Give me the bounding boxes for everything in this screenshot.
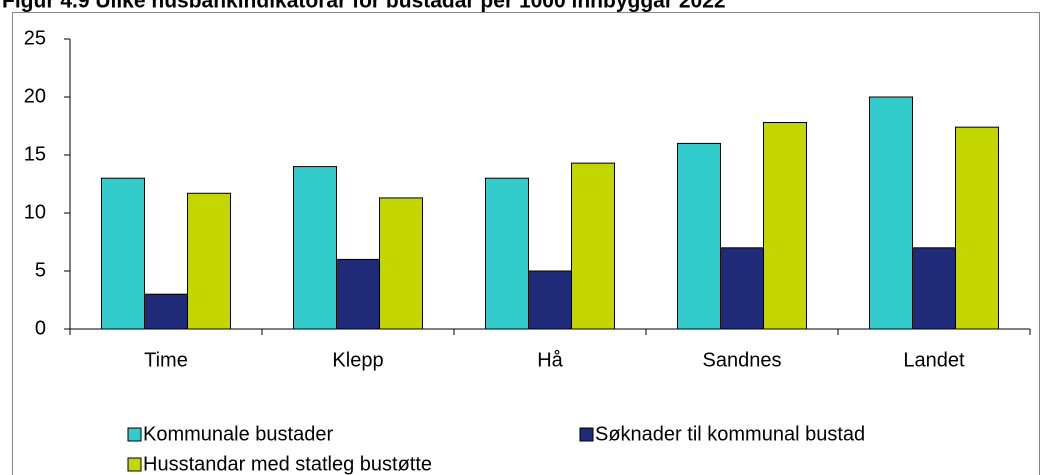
legend-swatch [127,427,142,442]
bar [187,192,231,330]
x-tick-label: Landet [903,349,965,371]
bar [763,122,807,330]
legend-label: Søknader til kommunal bustad [595,423,865,445]
y-tick-label: 10 [24,201,46,223]
bar [379,197,423,330]
y-tick-label: 20 [24,85,46,107]
y-tick-label: 15 [24,143,46,165]
bar [571,162,615,330]
x-tick-label: Klepp [332,349,383,371]
bar [912,247,956,330]
bar [720,247,764,330]
bar [528,270,572,330]
x-tick-label: Sandnes [703,349,782,371]
bar [677,142,721,330]
x-tick-label: Hå [537,349,563,371]
bar [955,126,999,330]
bar [336,258,380,330]
legend-swatch [579,427,594,442]
y-tick-label: 0 [35,317,46,339]
chart-title: Figur 4.9 Ulike husbankindikatorar for b… [2,0,726,13]
bar [869,96,913,330]
bar [101,177,145,330]
y-tick-label: 25 [24,27,46,49]
x-tick-label: Time [144,349,188,371]
y-tick-label: 5 [35,259,46,281]
legend-swatch [127,457,142,472]
legend-label: Kommunale bustader [143,423,333,445]
legend-label: Husstandar med statleg bustøtte [143,453,432,475]
chart-border [12,12,1040,475]
bar [144,293,188,330]
bar [293,166,337,330]
bar [485,177,529,330]
